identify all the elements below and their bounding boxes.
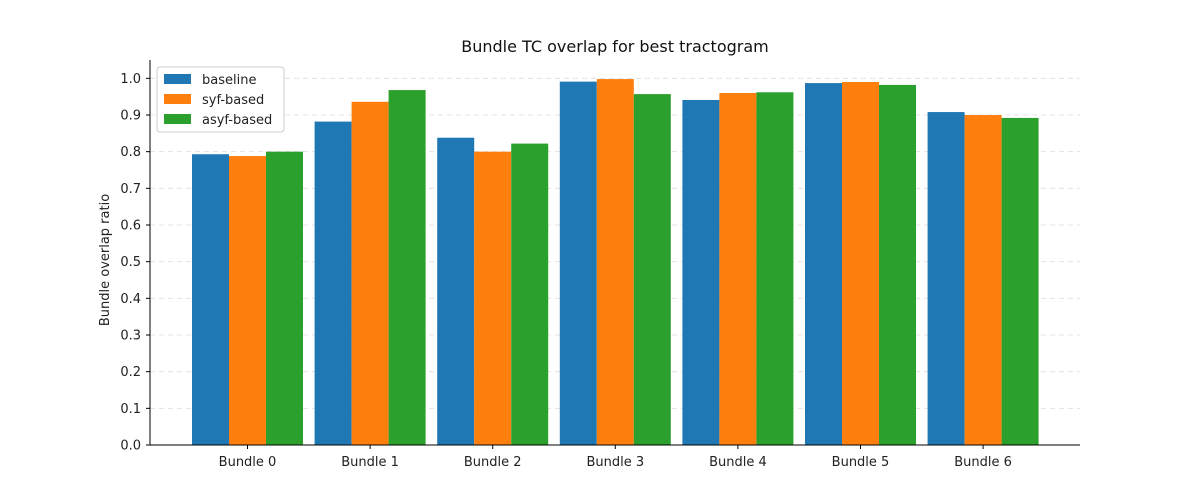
bar-baseline-1 (314, 121, 352, 445)
bar-baseline-6 (927, 112, 965, 446)
y-tick-label: 0.4 (120, 292, 141, 307)
x-tick-label: Bundle 3 (586, 455, 644, 470)
x-tick-label: Bundle 4 (709, 455, 767, 470)
x-tick-label: Bundle 1 (341, 455, 399, 470)
bar-syf-based-3 (596, 79, 634, 446)
chart-title: Bundle TC overlap for best tractogram (461, 37, 768, 56)
bar-asyf-based-5 (879, 84, 916, 445)
bar-asyf-based-4 (756, 92, 794, 446)
y-axis-label: Bundle overlap ratio (98, 194, 113, 326)
bar-baseline-5 (805, 83, 842, 445)
x-tick-label: Bundle 5 (832, 455, 890, 470)
y-tick-label: 0.9 (120, 109, 141, 124)
x-tick-label: Bundle 0 (219, 455, 277, 470)
legend-swatch-baseline (164, 74, 191, 84)
y-tick-label: 0.1 (120, 402, 141, 417)
bar-baseline-0 (192, 154, 229, 445)
bar-syf-based-6 (964, 115, 1002, 445)
bar-syf-based-0 (229, 156, 266, 446)
legend-label-syf-based: syf-based (202, 93, 264, 108)
bar-asyf-based-0 (266, 151, 303, 445)
bar-asyf-based-3 (633, 94, 671, 445)
bar-baseline-3 (559, 81, 597, 445)
bar-syf-based-4 (719, 93, 757, 445)
bar-baseline-4 (682, 99, 720, 445)
x-ticks: Bundle 0 Bundle 1 Bundle 2 Bundle 3 Bundle 4… (219, 445, 1012, 470)
x-tick-label: Bundle 2 (464, 455, 522, 470)
bar-baseline-2 (437, 137, 475, 445)
bar-asyf-based-2 (511, 143, 549, 445)
y-tick-label: 0.7 (120, 182, 141, 197)
legend-swatch-asyf-based (164, 114, 191, 124)
bar-syf-based-2 (474, 151, 512, 445)
legend: baseline syf-based asyf-based (156, 66, 285, 133)
y-tick-label: 0.8 (120, 145, 141, 160)
legend-label-baseline: baseline (202, 73, 256, 88)
bars (192, 79, 1039, 446)
bar-asyf-based-1 (388, 90, 426, 446)
bar-syf-based-1 (351, 101, 389, 446)
legend-swatch-syf-based (164, 94, 191, 104)
y-tick-label: 0.0 (120, 439, 141, 454)
y-tick-label: 0.3 (120, 329, 141, 344)
bar-syf-based-5 (842, 82, 879, 445)
bar-asyf-based-6 (1001, 117, 1039, 445)
legend-label-asyf-based: asyf-based (202, 113, 272, 128)
x-tick-label: Bundle 6 (954, 455, 1012, 470)
y-tick-label: 0.5 (120, 255, 141, 270)
grid-lines (150, 77, 1080, 446)
y-ticks: 0.0 0.1 0.2 0.3 0.4 0.5 0.6 0.7 0.8 0.9 1.0 (120, 72, 150, 454)
y-tick-label: 0.6 (120, 219, 141, 234)
y-tick-label: 1.0 (120, 72, 141, 87)
y-tick-label: 0.2 (120, 365, 141, 380)
